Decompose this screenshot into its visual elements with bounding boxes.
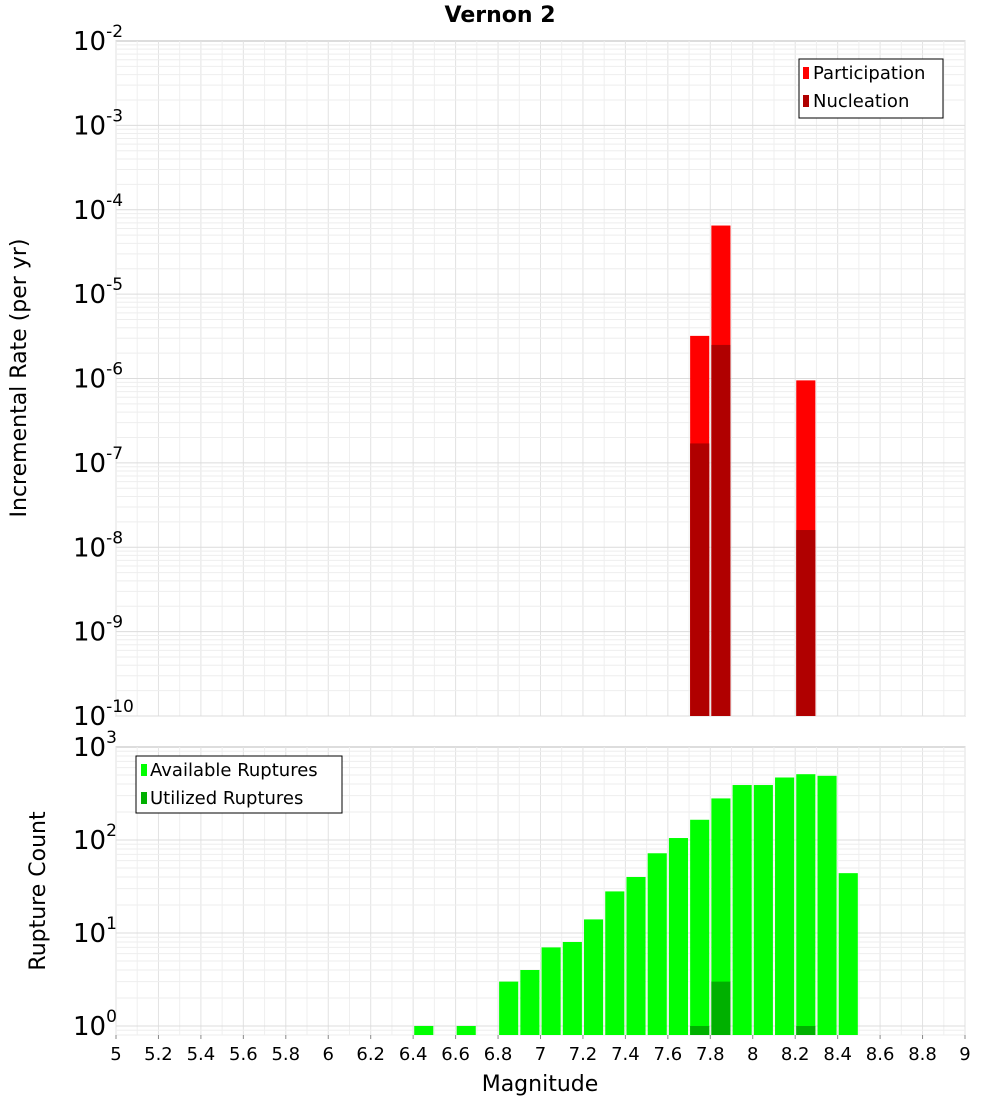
rate-y-tick-label: 10-6 [73, 360, 123, 395]
rate-y-tick-label: 10-10 [73, 697, 134, 732]
rate-y-tick-label: 10-8 [73, 528, 123, 563]
x-tick-label: 6.6 [441, 1044, 470, 1065]
x-tick-label: 5.4 [187, 1044, 216, 1065]
x-tick-label: 5.2 [144, 1044, 173, 1065]
x-tick-label: 8.2 [781, 1044, 810, 1065]
nucleation-legend-label: Nucleation [813, 91, 909, 112]
x-tick-label: 7.8 [696, 1044, 725, 1065]
available-ruptures-bar [711, 798, 731, 1035]
available-ruptures-bar [562, 942, 582, 1035]
rate-legend: Participation Nucleation [798, 58, 944, 119]
count-legend-box [135, 755, 343, 814]
x-tick-label: 6 [323, 1044, 334, 1065]
rate-grid [115, 41, 966, 717]
available-ruptures-bar [838, 873, 858, 1035]
available-ruptures-bar [456, 1025, 476, 1035]
available-ruptures-bar [775, 777, 795, 1035]
available-ruptures-bar [668, 838, 689, 1035]
participation-legend-label: Participation [813, 63, 925, 84]
x-axis-label: Magnitude [482, 1072, 599, 1097]
count-y-tick-label: 103 [73, 728, 117, 763]
available-ruptures-bar [520, 969, 540, 1035]
available-ruptures-bar [626, 877, 646, 1035]
rate-y-tick-label: 10-7 [73, 444, 123, 479]
participation-legend-swatch [803, 67, 809, 79]
utilized-ruptures-bar [796, 1025, 816, 1035]
x-tick-label: 5.6 [229, 1044, 258, 1065]
rate-panel: 10-2 10-3 10-4 10-5 10-6 10-7 10-8 10-9 10-10 In… [7, 22, 966, 732]
available-ruptures-bar [584, 919, 604, 1035]
available-ruptures-bar [499, 981, 519, 1035]
x-tick-label: 7.4 [611, 1044, 640, 1065]
x-tick-label: 6.8 [484, 1044, 513, 1065]
nucleation-bar [711, 344, 731, 716]
available-ruptures-bar [647, 853, 667, 1035]
rate-y-axis-label: Incremental Rate (per yr) [7, 239, 32, 518]
count-y-axis-label: Rupture Count [26, 811, 51, 971]
x-tick-label: 8 [747, 1044, 758, 1065]
rate-y-tick-label: 10-9 [73, 613, 123, 648]
rate-y-ticks: 10-2 10-3 10-4 10-5 10-6 10-7 10-8 10-9 10-10 [73, 22, 134, 732]
nucleation-bar [796, 530, 816, 716]
rate-y-tick-label: 10-2 [73, 22, 123, 57]
x-tick-label: 5 [110, 1044, 121, 1065]
available-ruptures-bar [796, 774, 816, 1035]
magnitude-x-ticks: 5 5.2 5.4 5.6 5.8 6 6.2 6.4 6.6 6.8 7 7.2 7.4 7.6 7.8 8… [110, 1035, 971, 1065]
available-ruptures-bar [541, 947, 561, 1035]
available-ruptures-bar [732, 785, 752, 1035]
nucleation-bar [690, 443, 710, 716]
utilized-legend-swatch [141, 792, 147, 804]
available-ruptures-bar [690, 819, 710, 1035]
x-tick-label: 8.4 [823, 1044, 852, 1065]
utilized-legend-label: Utilized Ruptures [150, 788, 303, 809]
x-tick-label: 7 [535, 1044, 546, 1065]
count-legend: Available Ruptures Utilized Ruptures [135, 755, 343, 814]
x-tick-label: 8.6 [866, 1044, 895, 1065]
x-tick-label: 7.6 [654, 1044, 683, 1065]
count-y-tick-label: 101 [73, 914, 117, 949]
rate-y-tick-label: 10-5 [73, 275, 123, 310]
count-y-tick-label: 100 [73, 1007, 117, 1042]
x-tick-label: 6.2 [356, 1044, 385, 1065]
count-y-ticks: 103 102 101 100 [73, 728, 117, 1042]
available-ruptures-bar [817, 775, 837, 1035]
available-ruptures-bar [414, 1025, 434, 1035]
count-y-tick-label: 102 [73, 821, 117, 856]
chart-title: Vernon 2 [445, 3, 556, 28]
utilized-ruptures-bar [711, 981, 731, 1035]
x-tick-label: 9 [959, 1044, 970, 1065]
nucleation-legend-swatch [803, 95, 809, 107]
available-legend-swatch [141, 764, 147, 776]
rate-bars [690, 225, 816, 716]
x-tick-label: 5.8 [271, 1044, 300, 1065]
available-ruptures-bar [605, 891, 625, 1035]
utilized-ruptures-bar [690, 1025, 710, 1035]
rate-y-tick-label: 10-4 [73, 191, 123, 226]
rate-legend-box [798, 58, 944, 119]
count-panel: 103 102 101 100 5 5.2 5.4 5.6 5.8 6 6.2 6.4 6.6 6.8 7… [26, 728, 971, 1097]
available-ruptures-bar [753, 785, 773, 1035]
x-tick-label: 8.8 [908, 1044, 937, 1065]
available-legend-label: Available Ruptures [150, 760, 318, 781]
count-bars [414, 774, 858, 1035]
x-tick-label: 7.2 [569, 1044, 598, 1065]
x-tick-label: 6.4 [399, 1044, 428, 1065]
rate-y-tick-label: 10-3 [73, 106, 123, 141]
